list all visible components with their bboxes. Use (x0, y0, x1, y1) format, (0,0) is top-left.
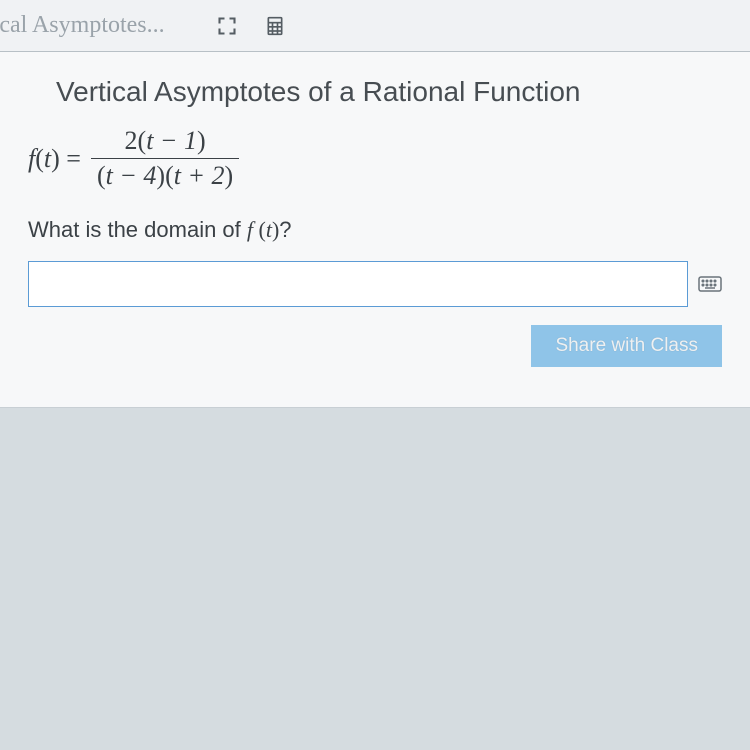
equation-display: f(t) = 2(t − 1) (t − 4)(t + 2) (28, 126, 722, 191)
content-panel: Vertical Asymptotes of a Rational Functi… (0, 52, 750, 408)
answer-row (28, 261, 722, 307)
share-with-class-button[interactable]: Share with Class (531, 325, 722, 367)
denom-factor-1: t − 4 (106, 161, 157, 190)
denom-factor-2: t + 2 (174, 161, 225, 190)
question-prefix: What is the domain of (28, 217, 247, 242)
header-bar: rtical Asymptotes... (0, 0, 750, 52)
calculator-icon[interactable] (265, 16, 285, 36)
question-suffix: ? (279, 217, 291, 242)
page-title: Vertical Asymptotes of a Rational Functi… (56, 76, 722, 108)
expand-icon[interactable] (217, 16, 237, 36)
keyboard-icon[interactable] (698, 274, 722, 294)
numerator-coeff: 2 (125, 126, 138, 155)
answer-input[interactable] (28, 261, 688, 307)
share-row: Share with Class (28, 325, 722, 367)
breadcrumb: rtical Asymptotes... (0, 12, 165, 39)
header-icon-group (217, 16, 285, 36)
question-func: f (247, 217, 253, 242)
question-text: What is the domain of f (t)? (28, 217, 722, 243)
numerator-inner: t − 1 (146, 126, 197, 155)
